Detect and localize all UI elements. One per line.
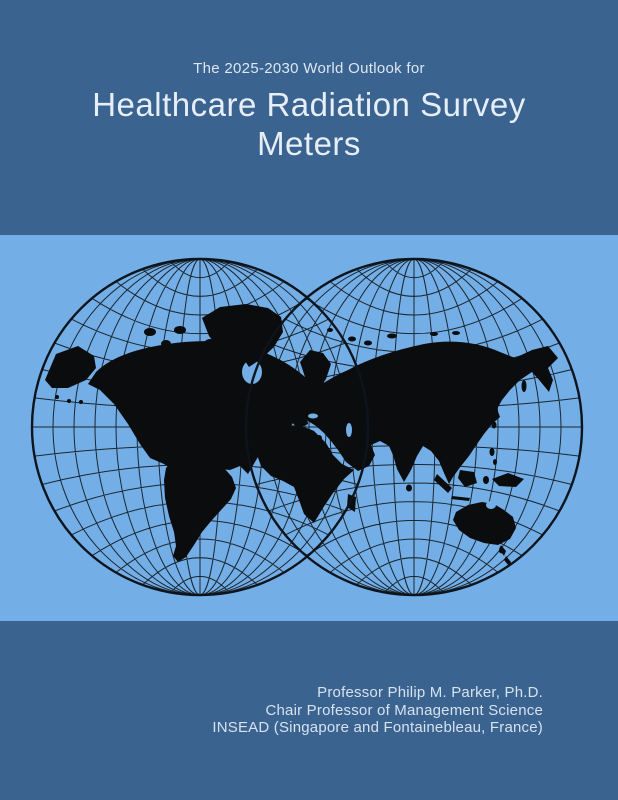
land-iceland (294, 386, 304, 392)
land-japan (480, 399, 486, 407)
land-philippines (489, 448, 495, 456)
land-scandinavia (300, 350, 331, 394)
author-affiliation: INSEAD (Singapore and Fontainebleau, Fra… (212, 719, 543, 736)
land-hispaniola (197, 449, 205, 453)
land-baffin (214, 361, 230, 371)
land-japan (491, 421, 497, 429)
land-sri-lanka (406, 484, 412, 492)
land-borneo (458, 470, 477, 487)
land-arctic-islands (156, 355, 164, 361)
book-title-line1: Healthcare Radiation Survey (92, 86, 526, 123)
land-aleutians (55, 395, 59, 399)
land-madagascar (347, 494, 356, 512)
land-new-guinea (492, 473, 524, 487)
land-south-america (164, 454, 236, 562)
author-name: Professor Philip M. Parker, Ph.D. (317, 684, 543, 701)
eastern-hemisphere-land (256, 328, 558, 566)
book-title-line2: Meters (257, 125, 361, 162)
land-arctic-russia-islands (452, 331, 460, 335)
land-arctic-russia-islands (387, 333, 397, 339)
land-philippines (493, 459, 497, 465)
land-arctic-islands (191, 348, 201, 356)
land-sulawesi (483, 476, 489, 484)
land-aleutians (67, 399, 71, 403)
land-aleutians (79, 400, 83, 404)
land-java (451, 496, 470, 501)
title-block: The 2025-2030 World Outlook for Healthca… (0, 60, 618, 163)
land-australia (453, 502, 516, 545)
land-japan (486, 410, 492, 418)
black-sea (308, 413, 318, 419)
land-arctic-islands (176, 357, 188, 363)
series-line: The 2025-2030 World Outlook for (193, 60, 425, 77)
land-arctic-islands (174, 326, 186, 334)
land-new-zealand (499, 545, 506, 556)
land-arctic-russia-islands (348, 336, 356, 342)
map-band (0, 235, 618, 621)
land-arctic-russia-islands (364, 340, 372, 346)
land-arctic-islands (161, 340, 171, 348)
author-block: Professor Philip M. Parker, Ph.D. Chair … (212, 684, 543, 737)
globe-rims (30, 257, 584, 597)
land-arctic-russia-islands (327, 328, 333, 332)
land-new-zealand (504, 556, 511, 566)
author-title: Chair Professor of Management Science (265, 701, 543, 719)
caspian-sea (346, 423, 352, 437)
gulf-of-carpentaria (486, 501, 496, 509)
land-sumatra (434, 474, 452, 493)
land-africa (256, 425, 354, 523)
land-ireland (275, 410, 281, 416)
land-arctic-russia-islands (430, 332, 438, 336)
map-graticule (32, 258, 582, 596)
land-sakhalin (521, 380, 527, 392)
land-arctic-islands (144, 328, 156, 336)
land-bahamas (208, 445, 212, 449)
world-map-illustration (30, 257, 584, 597)
land-alaska (45, 346, 96, 388)
land-cuba (176, 442, 197, 450)
book-title: Healthcare Radiation Survey Meters (0, 85, 618, 163)
